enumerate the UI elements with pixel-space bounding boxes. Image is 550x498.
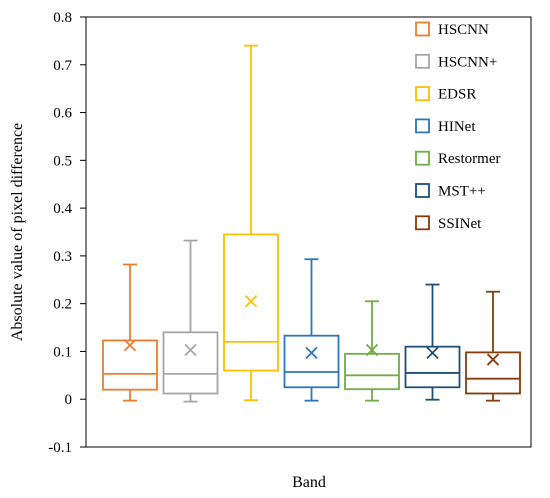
legend-swatch <box>415 183 430 198</box>
legend-swatch <box>415 215 430 231</box>
legend-item: SSINet <box>415 215 482 232</box>
y-tick-label: 0.3 <box>53 249 72 265</box>
legend-item: Restormer <box>415 150 500 167</box>
y-tick-label: 0.4 <box>53 201 72 217</box>
legend-swatch <box>415 86 430 101</box>
legend: HSCNN HSCNN+ EDSR HINet Restormer MST++ SSINet <box>415 21 500 232</box>
box-mstpp <box>404 283 461 401</box>
box-edsr <box>223 44 279 402</box>
y-tick-label: 0.6 <box>53 106 72 122</box>
mean-marker <box>244 295 258 308</box>
iqr-box <box>162 331 219 395</box>
x-axis-title: Band <box>292 474 326 491</box>
legend-label: EDSR <box>438 87 476 103</box>
legend-item: EDSR <box>415 86 476 103</box>
mean-marker <box>305 346 318 360</box>
box-restormer <box>344 300 400 402</box>
box-hinet <box>283 258 340 402</box>
legend-swatch <box>415 118 430 134</box>
y-tick-label: 0.7 <box>53 58 72 74</box>
box-hscnn <box>102 263 158 402</box>
mean-marker <box>426 346 439 360</box>
y-tick-label: 0.5 <box>53 153 72 169</box>
mean-marker <box>365 343 379 357</box>
legend-label: HSCNN+ <box>438 54 497 70</box>
iqr-box <box>283 334 340 389</box>
plot-area-frame <box>85 16 532 448</box>
legend-swatch <box>415 21 430 37</box>
y-tick-label: 0.8 <box>53 10 72 26</box>
legend-label: SSINet <box>438 216 482 232</box>
legend-label: HSCNN <box>438 22 489 38</box>
legend-item: HSCNN+ <box>415 53 497 70</box>
legend-label: Restormer <box>438 151 500 167</box>
y-tick-label: -0.1 <box>48 440 72 456</box>
mean-marker <box>123 339 137 352</box>
legend-label: HINet <box>438 119 476 135</box>
box-ssinet <box>465 290 521 402</box>
y-tick-label: 0 <box>65 392 73 408</box>
box-hscnnp <box>162 239 219 403</box>
y-axis-ticks: -0.1 0 0.1 0.2 0.3 0.4 0.5 0.6 0.7 0.8 <box>48 10 86 456</box>
y-tick-label: 0.1 <box>53 344 72 360</box>
y-axis-title: Absolute value of pixel difference <box>9 123 26 341</box>
mean-marker <box>184 343 197 357</box>
legend-swatch <box>415 150 430 166</box>
box-series <box>102 44 521 403</box>
legend-item: HSCNN <box>415 21 489 38</box>
legend-swatch <box>415 53 430 69</box>
iqr-box <box>102 339 158 391</box>
legend-item: HINet <box>415 118 476 135</box>
iqr-box <box>344 352 400 391</box>
legend-item: MST++ <box>415 183 486 200</box>
mean-marker <box>486 353 500 366</box>
y-tick-label: 0.2 <box>53 297 72 313</box>
legend-label: MST++ <box>438 184 486 200</box>
